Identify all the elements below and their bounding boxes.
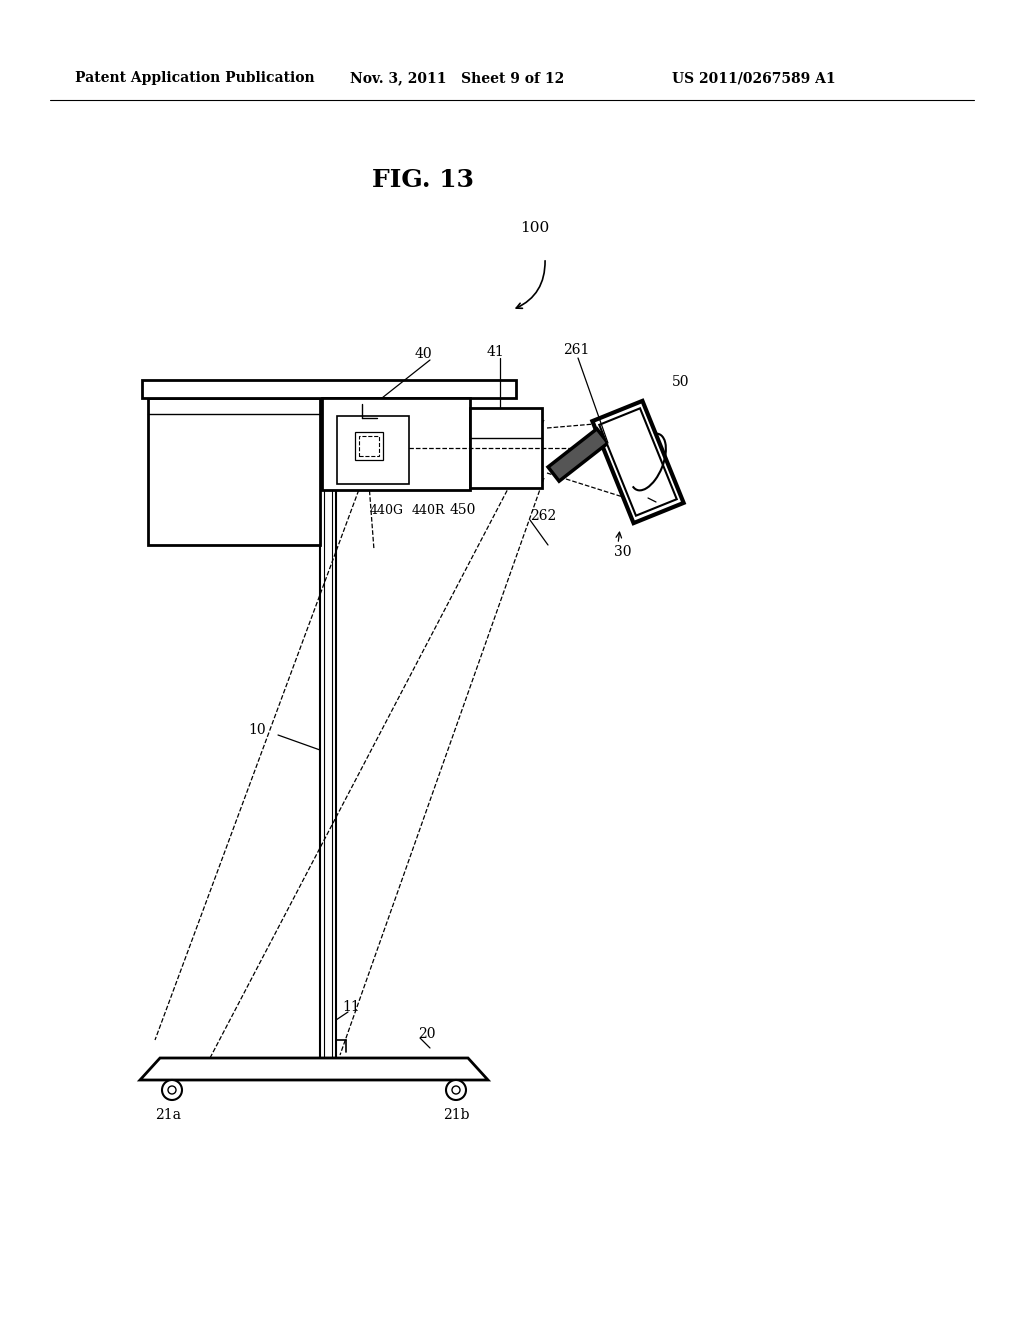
Text: 100: 100 <box>520 220 549 235</box>
Text: a: a <box>628 483 636 498</box>
Bar <box>355 432 383 459</box>
Circle shape <box>452 1086 460 1094</box>
Text: 41: 41 <box>487 345 505 359</box>
Circle shape <box>168 1086 176 1094</box>
Text: Patent Application Publication: Patent Application Publication <box>75 71 314 84</box>
Bar <box>359 436 379 455</box>
Bar <box>337 416 409 484</box>
Polygon shape <box>599 408 677 516</box>
Polygon shape <box>548 429 608 482</box>
Text: 262: 262 <box>530 510 556 523</box>
Bar <box>142 380 516 399</box>
Text: 11: 11 <box>342 1001 359 1014</box>
Text: 21a: 21a <box>155 1107 181 1122</box>
Polygon shape <box>592 401 684 523</box>
Polygon shape <box>140 1059 488 1080</box>
Bar <box>148 399 319 545</box>
Text: 261: 261 <box>563 343 590 356</box>
Circle shape <box>446 1080 466 1100</box>
Text: 40: 40 <box>415 347 432 360</box>
Text: 440G: 440G <box>370 503 404 516</box>
Text: 50: 50 <box>672 375 689 389</box>
Text: 20: 20 <box>418 1027 435 1041</box>
Bar <box>470 408 542 488</box>
Text: FIG. 13: FIG. 13 <box>372 168 474 191</box>
Text: 450: 450 <box>450 503 476 517</box>
Text: 51: 51 <box>643 498 660 511</box>
Text: US 2011/0267589 A1: US 2011/0267589 A1 <box>672 71 836 84</box>
Text: 30: 30 <box>614 545 632 558</box>
Bar <box>322 399 470 490</box>
Text: Nov. 3, 2011   Sheet 9 of 12: Nov. 3, 2011 Sheet 9 of 12 <box>350 71 564 84</box>
Text: 10: 10 <box>248 723 265 737</box>
Text: 440R: 440R <box>412 503 445 516</box>
Bar <box>319 395 336 1059</box>
Text: 21b: 21b <box>442 1107 469 1122</box>
Circle shape <box>162 1080 182 1100</box>
